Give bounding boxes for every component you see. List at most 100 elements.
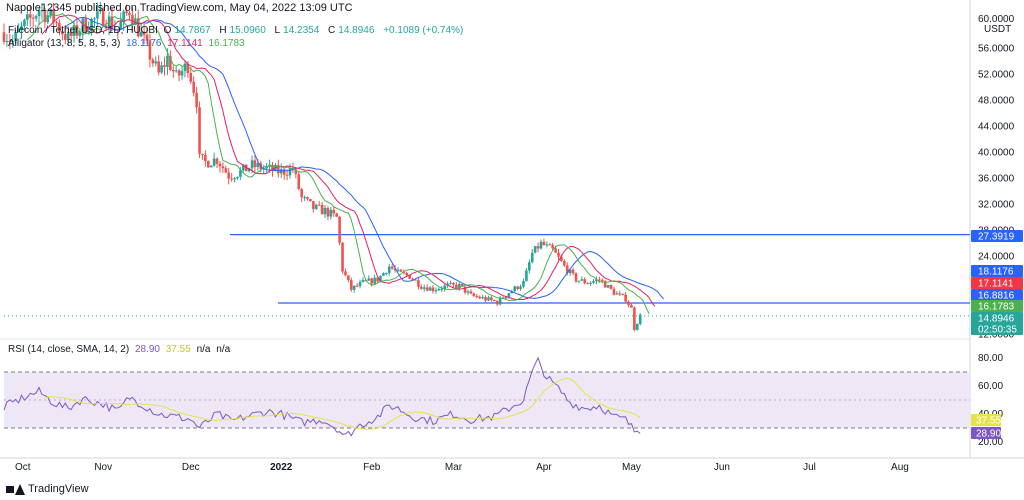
candle-body: [507, 293, 511, 297]
candle-body: [177, 70, 181, 76]
candle-body: [169, 55, 172, 71]
candle-body: [212, 158, 216, 166]
candle-body: [151, 59, 155, 64]
candle-body: [528, 262, 531, 271]
alligator-lips-value: 16.1783: [208, 38, 245, 49]
candle-body: [119, 21, 123, 30]
candle-body: [288, 168, 292, 176]
rsi-ma-line: [44, 377, 641, 430]
candle-body: [519, 286, 522, 289]
candle-body: [136, 18, 140, 37]
candle-body: [551, 244, 554, 249]
price-tag-label: 16.1783: [978, 302, 1015, 313]
candle-body: [478, 296, 482, 299]
candle-body: [627, 301, 630, 306]
time-tick-label: Feb: [363, 462, 381, 473]
candle-body: [309, 199, 312, 202]
candle-body: [440, 288, 444, 290]
price-tag-label: 18.1176: [978, 267, 1014, 278]
candle-body: [638, 314, 642, 324]
candle-body: [78, 31, 82, 36]
candle-body: [393, 268, 397, 270]
candle-body: [606, 285, 610, 288]
candle-body: [504, 296, 508, 299]
candle-body: [577, 280, 581, 282]
candle-body: [63, 34, 67, 40]
candle-body: [385, 272, 388, 274]
candle-body: [618, 293, 622, 295]
candle-body: [405, 273, 409, 276]
candle-body: [17, 29, 20, 33]
candle-body: [306, 197, 309, 200]
price-tag-label: 17.1141: [978, 279, 1014, 290]
candle-body: [11, 41, 15, 43]
candle-body: [99, 9, 102, 12]
candle-body: [329, 209, 333, 217]
candle-body: [8, 40, 12, 42]
candle-body: [157, 61, 160, 73]
candle-body: [198, 107, 201, 154]
candle-body: [495, 301, 499, 305]
candle-body: [224, 168, 228, 173]
ohlc-close-label: C: [328, 25, 336, 36]
candle-body: [93, 18, 96, 20]
rsi-na-1: n/a: [196, 344, 211, 355]
candle-body: [332, 209, 336, 214]
candle-body: [26, 14, 29, 20]
rsi-tick-label: 20.00: [978, 437, 1003, 448]
ohlc-high: 15.0960: [229, 25, 266, 36]
candle-body: [338, 216, 341, 243]
price-tag-line: [971, 230, 1023, 242]
candle-body: [422, 287, 426, 289]
candle-body: [352, 285, 356, 290]
price-tag-jaw: [971, 265, 1023, 277]
candle-body: [239, 170, 242, 177]
candle-body: [20, 26, 23, 30]
price-tag-lips: [971, 300, 1023, 312]
candle-body: [574, 273, 578, 282]
candle-body: [256, 163, 260, 168]
ohlc-close: 14.8946: [338, 25, 375, 36]
candle-body: [598, 279, 601, 281]
footer-brand[interactable]: TradingView: [6, 483, 89, 495]
candle-body: [148, 40, 152, 60]
price-tag-line: [971, 289, 1023, 301]
candle-body: [455, 284, 458, 289]
rsi-tag-ma: [971, 414, 1001, 426]
candle-body: [525, 270, 528, 282]
candle-body: [580, 279, 584, 281]
candle-body: [513, 286, 517, 292]
rsi-na-2: n/a: [216, 344, 231, 355]
candle-body: [434, 290, 438, 292]
candle-body: [612, 288, 616, 295]
candle-body: [277, 165, 280, 174]
candle-body: [113, 28, 117, 30]
candle-body: [163, 65, 166, 67]
candle-body: [466, 291, 470, 293]
price-tag-label: 27.3919: [978, 232, 1015, 243]
candle-body: [563, 261, 566, 266]
price-tick-label: 12.0000: [978, 330, 1015, 341]
candle-body: [43, 10, 47, 23]
candle-body: [565, 265, 569, 274]
candle-body: [568, 269, 572, 274]
symbol-name: Filecoin / Tether USD, 1D, HUOBI: [8, 25, 158, 36]
candle-body: [300, 189, 303, 198]
candle-body: [469, 291, 473, 294]
candle-body: [72, 25, 76, 36]
alligator-lips-line: [26, 13, 650, 314]
rsi-tick-label: 80.00: [978, 353, 1003, 364]
candle-body: [101, 9, 105, 26]
candle-body: [347, 275, 350, 281]
candle-body: [376, 277, 379, 282]
candle-body: [314, 204, 318, 209]
candle-body: [247, 168, 251, 172]
candle-body: [145, 34, 149, 41]
candle-body: [498, 297, 502, 305]
candle-body: [630, 305, 633, 308]
candle-body: [37, 10, 41, 17]
candle-body: [206, 161, 210, 168]
candle-body: [402, 271, 406, 274]
candle-body: [34, 16, 38, 19]
